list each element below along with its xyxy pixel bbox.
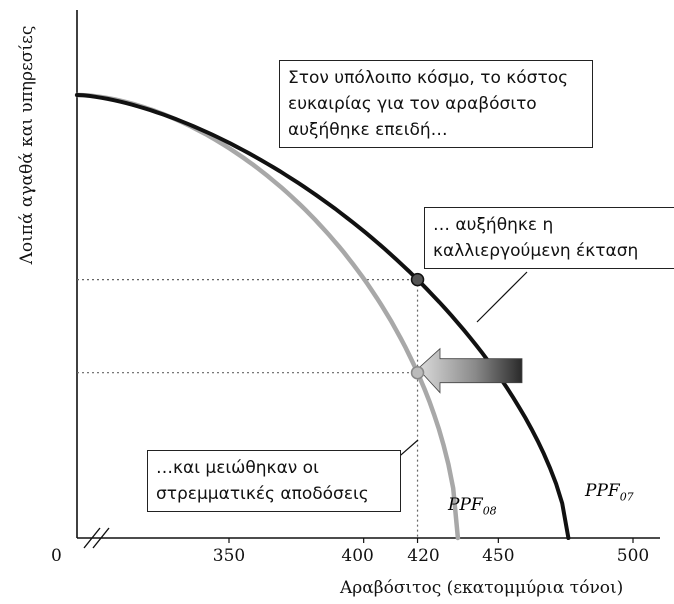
data-point-ppf-07 [410,272,425,287]
leader-line-cultivated-area [476,271,528,323]
series-label-ppf-08: PPF08 [448,495,497,518]
x-tick-label: 420 [407,546,440,566]
guide-lines [77,279,419,538]
x-ticks [228,538,634,543]
plot-area [74,10,660,549]
x-tick-label: 400 [341,546,374,566]
annotation-cultivated-area: … αυξήθηκε η καλλιεργούμενη έκταση [424,207,674,269]
y-axis-label: Λοιπά αγαθά και υπηρεσίες [17,25,37,265]
x-tick-label: 350 [212,546,246,566]
x-tick-label: 500 [616,546,650,566]
annotation-top: Στον υπόλοιπο κόσμο, το κόστος ευκαιρίας… [279,60,593,148]
axis-break-mark [83,527,110,549]
annotation-yields: …και μειώθηκαν οι στρεμματικές αποδόσεις [147,450,401,512]
data-point-ppf-08 [410,365,425,380]
series-label-ppf-07: PPF07 [585,481,634,504]
shift-arrow-icon [417,347,523,394]
x-tick-label: 450 [482,546,515,566]
x-axis-label: Αραβόσιτος (εκατομμύρια τόνοι) [340,578,624,598]
x-origin-label: 0 [51,546,62,566]
